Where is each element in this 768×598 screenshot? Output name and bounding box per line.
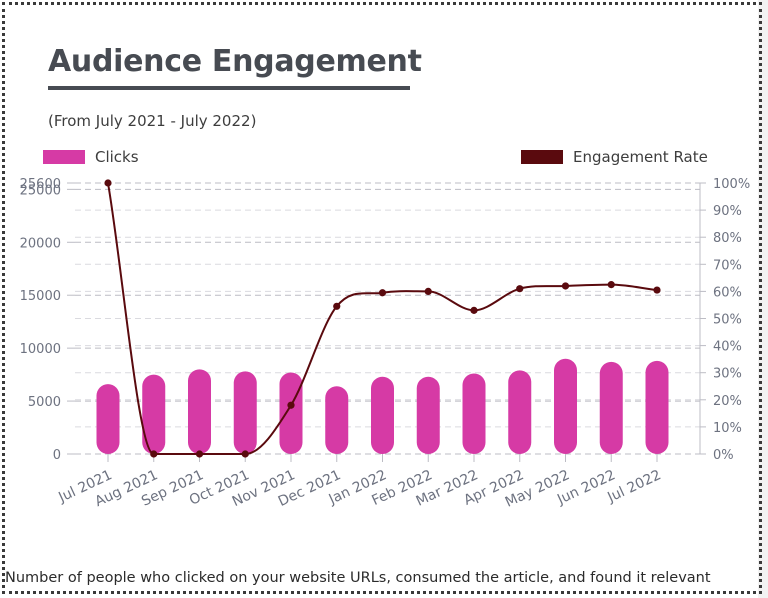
bar-clicks bbox=[233, 371, 257, 454]
y-right-tick-label: 70% bbox=[713, 258, 742, 273]
y-right-tick-label: 40% bbox=[713, 340, 742, 355]
y-left-tick-label: 10000 bbox=[20, 342, 61, 357]
point-engagement-rate bbox=[104, 179, 112, 187]
point-engagement-rate bbox=[561, 282, 570, 290]
point-engagement-rate bbox=[150, 450, 158, 458]
y-left-tick-label: 15000 bbox=[20, 289, 61, 304]
legend-swatch-engagement-rate bbox=[521, 150, 563, 164]
point-engagement-rate bbox=[195, 450, 204, 458]
point-engagement-rate bbox=[333, 302, 341, 310]
bar-clicks bbox=[188, 369, 211, 454]
y-left-tick-label: 25600 bbox=[20, 177, 61, 192]
bar-clicks bbox=[599, 361, 623, 454]
y-right-tick-label: 20% bbox=[713, 394, 742, 409]
bar-clicks bbox=[554, 358, 577, 454]
legend-item-clicks[interactable]: Clicks bbox=[43, 147, 139, 167]
y-right-tick-label: 30% bbox=[713, 367, 742, 382]
y-right-tick-label: 100% bbox=[713, 177, 750, 192]
y-left-tick-label: 20000 bbox=[20, 236, 61, 251]
point-engagement-rate bbox=[470, 306, 478, 314]
point-engagement-rate bbox=[607, 281, 615, 289]
point-engagement-rate bbox=[653, 286, 661, 294]
point-engagement-rate bbox=[516, 285, 524, 293]
y-right-tick-label: 90% bbox=[713, 204, 742, 219]
chart-card bbox=[2, 2, 762, 594]
chart-caption: Number of people who clicked on your web… bbox=[5, 570, 711, 586]
bar-clicks bbox=[96, 384, 120, 454]
line-engagement-rate bbox=[107, 182, 658, 455]
bar-clicks bbox=[325, 386, 349, 454]
bar-clicks bbox=[508, 370, 532, 454]
title-underline bbox=[48, 86, 410, 90]
subtitle: (From July 2021 - July 2022) bbox=[48, 112, 257, 130]
y-right-tick-label: 80% bbox=[713, 231, 742, 246]
y-right-tick-label: 10% bbox=[713, 421, 742, 436]
legend-label-engagement-rate: Engagement Rate bbox=[573, 148, 708, 166]
bar-clicks bbox=[645, 360, 669, 454]
bar-clicks bbox=[416, 376, 440, 454]
y-right-tick-label: 0% bbox=[713, 448, 734, 463]
y-left-tick-label: 0 bbox=[53, 448, 61, 463]
window-edge bbox=[758, 0, 768, 598]
point-engagement-rate bbox=[241, 450, 249, 458]
legend-label-clicks: Clicks bbox=[95, 148, 139, 166]
point-engagement-rate bbox=[287, 401, 295, 409]
bar-clicks bbox=[462, 373, 486, 454]
y-right-tick-label: 60% bbox=[713, 285, 742, 300]
bar-clicks bbox=[142, 374, 166, 454]
point-engagement-rate bbox=[424, 287, 432, 295]
page-title: Audience Engagement bbox=[48, 44, 422, 79]
bar-clicks bbox=[279, 372, 303, 454]
legend-swatch-clicks bbox=[43, 150, 85, 164]
y-left-tick-label: 5000 bbox=[28, 395, 61, 410]
point-engagement-rate bbox=[378, 289, 387, 297]
legend-item-engagement-rate[interactable]: Engagement Rate bbox=[521, 147, 708, 167]
bar-clicks bbox=[371, 376, 394, 454]
y-right-tick-label: 50% bbox=[713, 313, 742, 328]
y-left-tick-label: 25000 bbox=[20, 183, 61, 198]
